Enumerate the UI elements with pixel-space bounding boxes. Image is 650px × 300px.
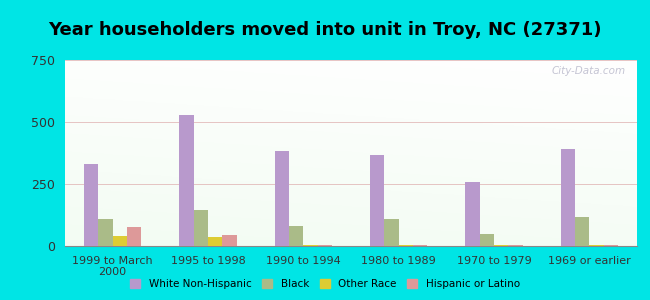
Bar [112, 236, 127, 246]
Bar [208, 237, 222, 246]
Legend: White Non-Hispanic, Black, Other Race, Hispanic or Latino: White Non-Hispanic, Black, Other Race, H… [126, 275, 524, 293]
Bar [127, 227, 141, 246]
Bar [413, 245, 427, 246]
Bar [465, 182, 480, 246]
Bar [575, 218, 590, 246]
Bar [194, 210, 208, 246]
Bar [98, 219, 112, 246]
Bar [179, 115, 194, 246]
Bar [590, 245, 604, 246]
Bar [384, 219, 398, 246]
Bar [398, 245, 413, 246]
Bar [222, 235, 237, 246]
Bar [318, 245, 332, 246]
Bar [275, 151, 289, 246]
Bar [289, 226, 304, 246]
Text: City-Data.com: City-Data.com [551, 66, 625, 76]
Bar [480, 234, 494, 246]
Bar [494, 245, 508, 246]
Bar [304, 245, 318, 246]
Bar [604, 245, 618, 246]
Text: Year householders moved into unit in Troy, NC (27371): Year householders moved into unit in Tro… [48, 21, 602, 39]
Bar [508, 245, 523, 246]
Bar [84, 164, 98, 246]
Bar [370, 155, 384, 246]
Bar [561, 149, 575, 246]
